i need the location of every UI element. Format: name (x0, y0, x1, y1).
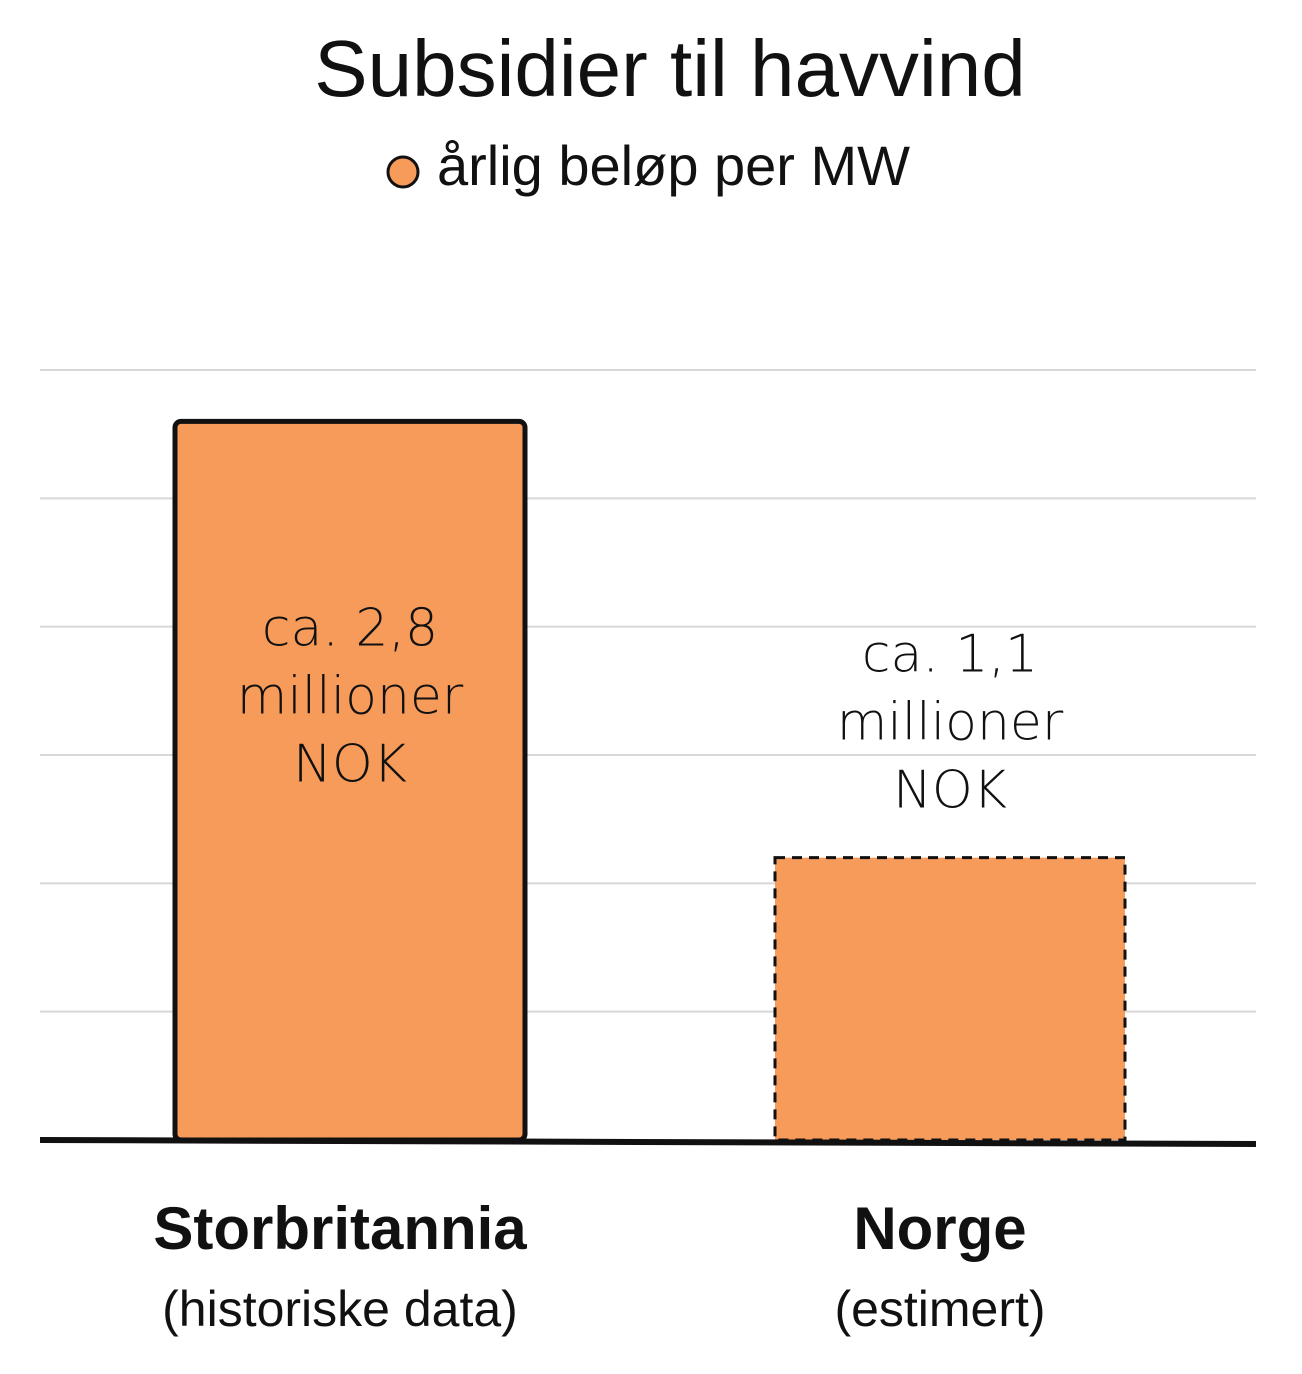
value-label: ca. 1,1 millioner NOK (837, 625, 1064, 821)
bar (773, 856, 1127, 1142)
x-tick-note: (historiske data) (162, 1281, 518, 1337)
legend-label: årlig beløp per MW (437, 134, 910, 197)
x-tick-label: Storbritannia (153, 1195, 527, 1262)
x-tick-note: (estimert) (834, 1281, 1045, 1337)
x-tick-label: Norge (853, 1195, 1026, 1262)
legend-swatch (386, 155, 420, 189)
baseline (39, 1137, 1257, 1147)
chart-title: Subsidier til havvind (314, 24, 1025, 113)
value-label: ca. 2,8 millioner NOK (237, 598, 464, 794)
